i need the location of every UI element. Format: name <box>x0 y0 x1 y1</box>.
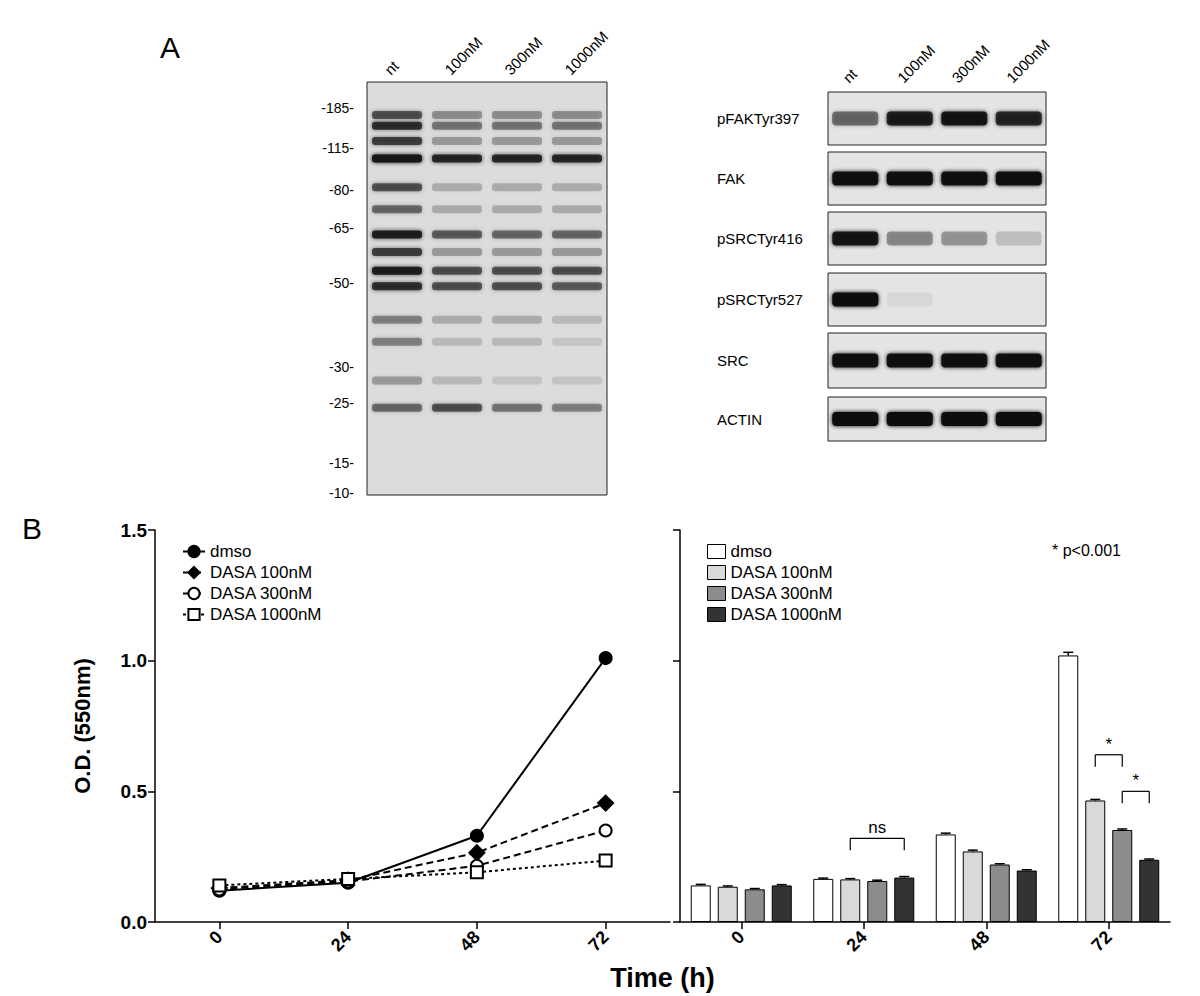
svg-text:DASA 300nM: DASA 300nM <box>731 584 833 603</box>
svg-text:*: * <box>1132 771 1139 790</box>
svg-text:1000nM: 1000nM <box>1003 36 1053 86</box>
svg-text:-25-: -25- <box>329 395 354 411</box>
svg-text:-65-: -65- <box>329 220 354 236</box>
svg-text:FAK: FAK <box>717 170 745 187</box>
svg-text:DASA 100nM: DASA 100nM <box>210 563 312 582</box>
svg-text:72: 72 <box>584 927 612 955</box>
svg-text:Time (h): Time (h) <box>610 963 715 993</box>
svg-text:1.5: 1.5 <box>121 520 148 541</box>
svg-text:B: B <box>22 512 42 545</box>
svg-text:SRC: SRC <box>717 352 749 369</box>
svg-text:*: * <box>1105 735 1112 754</box>
svg-text:dmso: dmso <box>210 542 252 561</box>
svg-text:300nM: 300nM <box>948 42 992 86</box>
svg-text:DASA 1000nM: DASA 1000nM <box>731 605 843 624</box>
svg-text:nt: nt <box>381 57 402 78</box>
svg-text:24: 24 <box>327 927 355 955</box>
svg-text:pSRCTyr527: pSRCTyr527 <box>717 291 803 308</box>
svg-text:-185-: -185- <box>321 100 354 116</box>
svg-text:-115-: -115- <box>322 140 354 156</box>
svg-text:-30-: -30- <box>329 359 354 375</box>
svg-text:A: A <box>160 31 180 64</box>
svg-text:1.0: 1.0 <box>121 650 147 671</box>
svg-text:DASA 1000nM: DASA 1000nM <box>210 605 322 624</box>
svg-text:72: 72 <box>1088 927 1116 955</box>
svg-text:pSRCTyr416: pSRCTyr416 <box>717 230 803 247</box>
svg-text:nt: nt <box>839 65 860 86</box>
svg-text:-15-: -15- <box>329 455 354 471</box>
svg-text:0: 0 <box>727 927 748 948</box>
svg-text:48: 48 <box>456 927 484 955</box>
svg-text:-80-: -80- <box>329 182 354 198</box>
svg-text:0.5: 0.5 <box>121 781 148 802</box>
svg-text:48: 48 <box>965 927 993 955</box>
svg-text:300nM: 300nM <box>501 34 545 78</box>
svg-text:ACTIN: ACTIN <box>717 411 762 428</box>
svg-text:ns: ns <box>868 818 886 837</box>
svg-text:1000nM: 1000nM <box>561 28 611 78</box>
svg-text:O.D. (550nm): O.D. (550nm) <box>70 658 95 794</box>
svg-text:* p<0.001: * p<0.001 <box>1052 542 1121 559</box>
svg-text:100nM: 100nM <box>894 42 938 86</box>
svg-text:-50-: -50- <box>329 275 354 291</box>
svg-text:-10-: -10- <box>329 485 354 501</box>
svg-text:0.0: 0.0 <box>121 912 147 933</box>
svg-text:100nM: 100nM <box>441 34 485 78</box>
svg-text:DASA 300nM: DASA 300nM <box>210 584 312 603</box>
svg-text:24: 24 <box>843 927 871 955</box>
svg-text:0: 0 <box>205 927 226 948</box>
svg-text:pFAKTyr397: pFAKTyr397 <box>717 110 800 127</box>
svg-text:dmso: dmso <box>731 542 773 561</box>
svg-text:DASA 100nM: DASA 100nM <box>731 563 833 582</box>
